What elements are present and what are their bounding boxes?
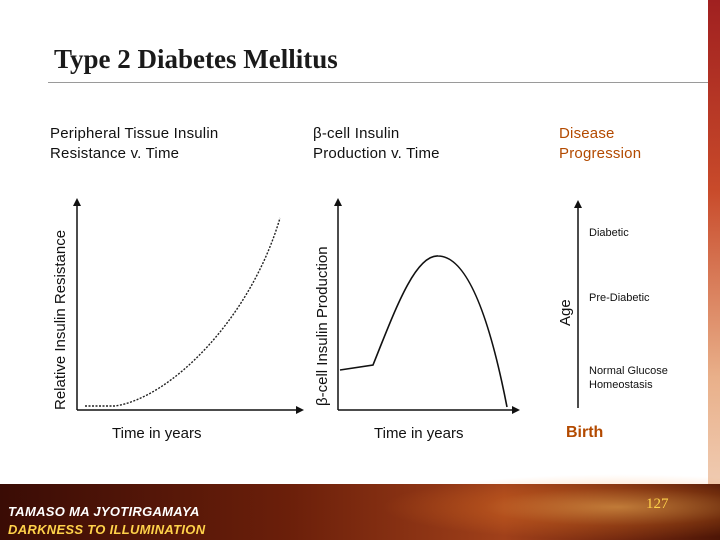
birth-label: Birth: [566, 424, 604, 441]
slide-title: Type 2 Diabetes Mellitus: [54, 44, 338, 74]
stage-normal-line2: Homeostasis: [589, 379, 653, 391]
page-number: 127: [646, 496, 669, 512]
panel1-header-line2: Resistance v. Time: [50, 145, 180, 162]
stage-normal: Normal Glucose Homeostasis: [589, 364, 668, 392]
panel2-production-curve: [339, 255, 508, 408]
footer-banner: TAMASO MA JYOTIRGAMAYA DARKNESS TO ILLUM…: [0, 474, 720, 540]
footer-motto-line2: DARKNESS TO ILLUMINATION: [8, 522, 206, 537]
panel3-header-line2: Progression: [559, 145, 642, 162]
panel1-y-axis-label: Relative Insulin Resistance: [52, 229, 69, 410]
panel3-header-line1: Disease: [559, 125, 615, 142]
panel2-y-axis-label: β-cell Insulin Production: [314, 246, 331, 406]
panel2-x-axis-label: Time in years: [374, 425, 464, 442]
panel1-header: Peripheral Tissue Insulin Resistance v. …: [50, 124, 218, 164]
panel2-header: β-cell Insulin Production v. Time: [313, 124, 440, 164]
panel1-header-line1: Peripheral Tissue Insulin: [50, 125, 219, 142]
panel2-header-line1: β-cell Insulin: [313, 125, 400, 142]
panel1-x-axis-label: Time in years: [112, 425, 202, 442]
stage-pre-diabetic: Pre-Diabetic: [589, 292, 650, 304]
title-divider: [48, 82, 708, 83]
panel3-age-label: Age: [557, 299, 574, 326]
panel1-resistance-curve: [85, 217, 281, 407]
stage-normal-line1: Normal Glucose: [589, 365, 668, 377]
panel3-header: Disease Progression: [559, 124, 641, 164]
panel2-header-line2: Production v. Time: [313, 145, 440, 162]
footer-glow: [380, 474, 720, 540]
decorative-side-strip: [708, 0, 720, 540]
footer-motto-line1: TAMASO MA JYOTIRGAMAYA: [8, 504, 200, 519]
stage-diabetic: Diabetic: [589, 227, 629, 239]
